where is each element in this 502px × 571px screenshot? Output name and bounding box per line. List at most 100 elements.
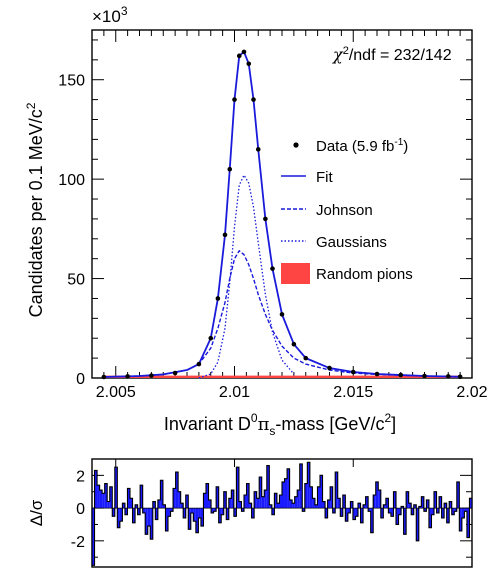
y-multiplier-label: ×103 [92, 4, 128, 26]
residual-bar [259, 477, 262, 509]
residual-bar [157, 499, 161, 509]
residual-plot: -2 0 2 Δ/σ [27, 458, 473, 568]
legend-entry-data: Data (5.9 fb-1) [293, 137, 408, 155]
y-tick-label: 50 [67, 272, 85, 289]
data-point [251, 97, 256, 102]
residual-bar [124, 508, 128, 515]
residual-bar [137, 508, 141, 515]
data-point [291, 341, 297, 347]
residual-bar [183, 508, 186, 518]
residual-bar [256, 498, 260, 509]
residual-bar [365, 496, 369, 509]
data-point [263, 216, 268, 222]
residual-bar [289, 499, 293, 509]
residual-bar [401, 506, 404, 509]
main-plot-frame [91, 29, 473, 379]
x-tick-label: 2.02 [456, 384, 487, 401]
residual-y-axis-label: Δ/σ [27, 499, 46, 526]
residual-bar [464, 508, 467, 512]
residual-bar [347, 508, 351, 513]
y-tick-label: 150 [58, 73, 85, 90]
residual-bar [145, 508, 148, 535]
data-point [374, 371, 380, 377]
data-point [422, 373, 427, 379]
residual-marks [91, 461, 473, 566]
residual-bar [114, 467, 118, 509]
residual-bar [314, 504, 318, 509]
legend-label-random-pions: Random pions [316, 266, 413, 283]
residual-bar [358, 503, 361, 509]
residual-bar [456, 481, 460, 509]
residual-bar [188, 508, 191, 530]
data-point [172, 370, 178, 376]
y-axis-label: Candidates per 0.1 MeV/c2 [24, 102, 46, 317]
main-axes: 2.005 2.01 2.015 2.02 0 50 100 150 [58, 30, 488, 401]
residual-bar [302, 508, 305, 512]
residual-bar [449, 501, 452, 509]
residual-bar [130, 498, 133, 509]
residual-bar [160, 480, 163, 509]
residual-bar [246, 483, 250, 509]
main-marks [101, 49, 463, 380]
residual-bar [241, 508, 244, 512]
legend-entry-fit: Fit [281, 169, 333, 186]
residual-bar [378, 490, 381, 509]
residual-axes: -2 0 2 [71, 458, 472, 558]
residual-bar [244, 495, 247, 509]
y-tick-label: 100 [58, 172, 85, 189]
residual-bar [469, 498, 472, 509]
residual-bar [168, 508, 171, 517]
data-point [327, 365, 332, 371]
residual-bar [213, 508, 217, 512]
residual-bar [107, 501, 110, 509]
residual-step-outline [91, 461, 473, 566]
residual-bar [223, 491, 227, 509]
residual-bar [423, 508, 427, 512]
x-tick-label: 2.01 [219, 384, 250, 401]
x-axis-label: Invariant D0πs-mass [GeV/c2] [164, 411, 396, 438]
legend-label-johnson: Johnson [316, 202, 373, 219]
data-point [445, 374, 451, 379]
residual-bar [132, 508, 136, 523]
residual-bar [352, 508, 356, 520]
x-tick-label: 2.015 [333, 384, 373, 401]
y-tick-label: 0 [76, 371, 85, 388]
residual-bar [249, 503, 252, 509]
residual-bar [104, 483, 108, 509]
residual-bar [122, 503, 125, 509]
residual-bar [261, 496, 265, 509]
residual-bar [200, 508, 204, 527]
residual-bar [170, 508, 174, 512]
residual-bar [284, 478, 288, 509]
residual-bar [327, 499, 331, 509]
residual-bar [299, 463, 303, 509]
residual-bar [211, 508, 214, 513]
chi2-ndf-label: χ2/ndf = 232/142 [332, 45, 452, 64]
data-point [101, 374, 107, 380]
gaussians-curve [198, 174, 295, 379]
residual-bar [173, 488, 176, 509]
residual-bar [330, 486, 333, 509]
residual-bar [375, 481, 379, 509]
residual-bar [109, 486, 113, 509]
residual-bar [228, 498, 232, 509]
residual-bar [398, 508, 402, 515]
residual-bar [117, 508, 120, 528]
residual-bar [309, 486, 313, 509]
residual-bar [282, 481, 285, 509]
residual-bar [274, 493, 277, 509]
data-point [232, 97, 237, 102]
residual-bar [428, 508, 432, 528]
data-point [279, 312, 285, 317]
data-point [270, 266, 275, 271]
residual-bar [390, 508, 394, 517]
residual-bar [421, 496, 424, 509]
residual-bar [269, 504, 272, 509]
residual-bar [335, 472, 338, 509]
residual-bar [439, 496, 442, 509]
main-plot: 2.005 2.01 2.015 2.02 0 50 100 150 ×103 χ2/ndf … [24, 4, 488, 438]
legend-entry-random-pions: Random pions [281, 263, 413, 284]
residual-bar [206, 483, 209, 509]
residual-bar [368, 508, 371, 512]
residual-bar [446, 508, 450, 523]
